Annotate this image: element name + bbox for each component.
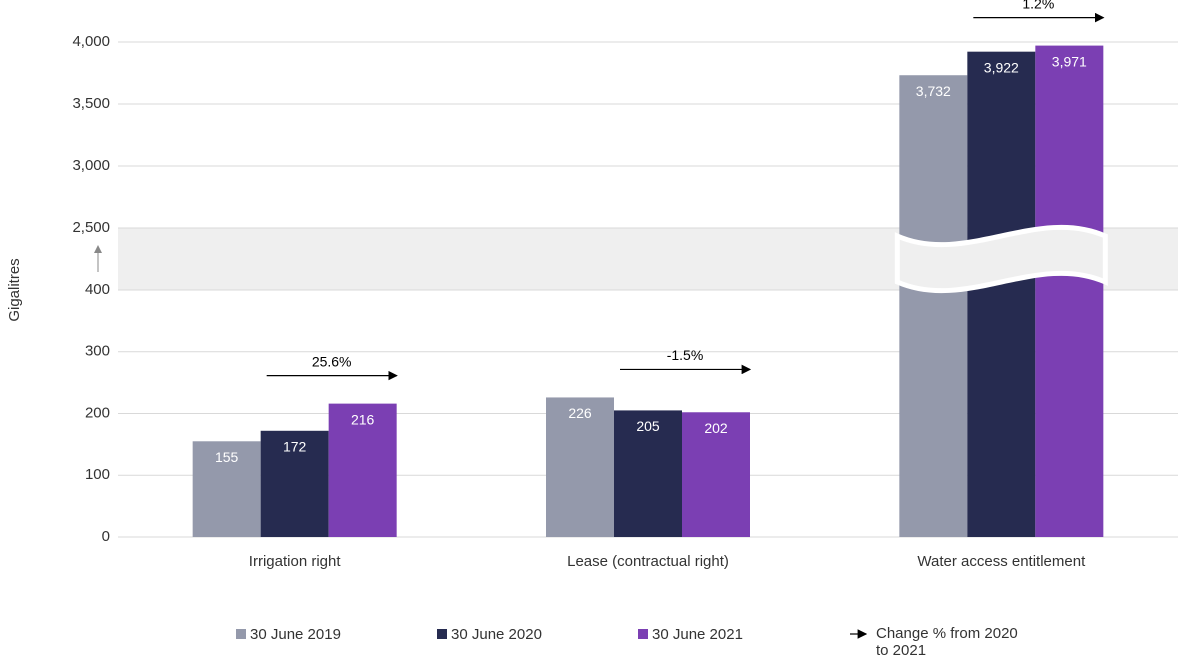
bar: [614, 410, 682, 537]
y-tick-label: 2,500: [72, 219, 110, 236]
y-tick-label: 0: [102, 528, 110, 545]
value-label: 3,732: [916, 83, 951, 99]
bar: [328, 403, 397, 537]
y-tick-label: 100: [85, 466, 110, 483]
bar: [682, 412, 750, 537]
legend-swatch: [236, 629, 246, 639]
y-tick-label: 300: [85, 343, 110, 360]
legend-swatch: [638, 629, 648, 639]
bar: [260, 430, 329, 537]
legend-note: Change % from 2020 to 2021: [876, 625, 1018, 659]
axis-break-wave: [894, 224, 1108, 294]
value-label: 216: [351, 411, 375, 427]
y-tick-label: 3,500: [72, 95, 110, 112]
y-tick-label: 4,000: [72, 33, 110, 50]
value-label: 205: [636, 418, 660, 434]
legend-label: 30 June 2019: [250, 626, 341, 643]
x-tick-label: Irrigation right: [249, 553, 342, 570]
y-tick-label: 3,000: [72, 157, 110, 174]
value-label: 226: [568, 405, 592, 421]
value-label: 155: [215, 449, 239, 465]
x-tick-label: Water access entitlement: [917, 553, 1086, 570]
bar: [1035, 45, 1104, 537]
change-label: 25.6%: [312, 353, 352, 369]
y-axis-label: Gigalitres: [6, 258, 23, 321]
y-tick-label: 200: [85, 404, 110, 421]
legend-label: 30 June 2020: [451, 626, 542, 643]
y-tick-label: 400: [85, 281, 110, 298]
legend-swatch: [437, 629, 447, 639]
legend-label: 30 June 2021: [652, 626, 743, 643]
value-label: 3,971: [1052, 53, 1087, 69]
bar: [546, 397, 614, 537]
bar: [192, 441, 261, 537]
change-label: 1.2%: [1022, 0, 1054, 11]
value-label: 172: [283, 438, 307, 454]
value-label: 202: [704, 420, 728, 436]
value-label: 3,922: [984, 59, 1019, 75]
change-label: -1.5%: [667, 347, 704, 363]
legend-note-box: Change % from 2020 to 2021: [876, 625, 1018, 659]
x-tick-label: Lease (contractual right): [567, 553, 729, 570]
bar: [899, 75, 968, 538]
bar: [967, 51, 1036, 538]
